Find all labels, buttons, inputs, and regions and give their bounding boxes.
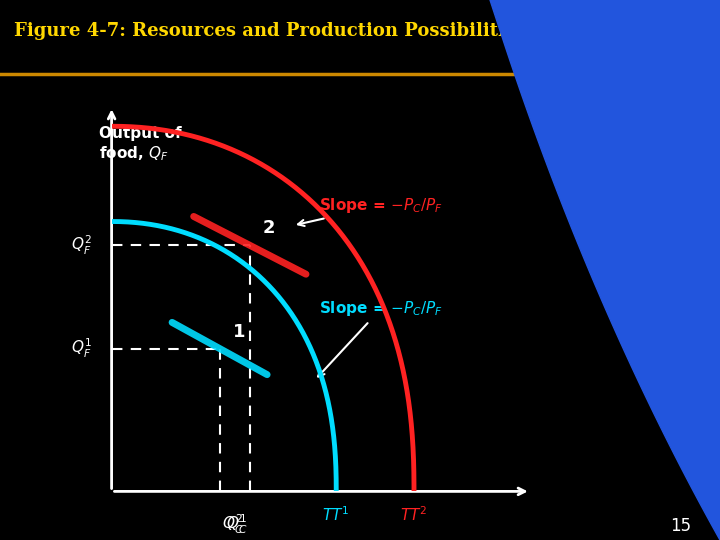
- Text: 2: 2: [263, 219, 275, 238]
- Circle shape: [609, 2, 720, 68]
- Text: $TT^2$: $TT^2$: [400, 505, 428, 524]
- Text: Slope = $-P_C/P_F$: Slope = $-P_C/P_F$: [298, 196, 443, 226]
- Text: $Q^2_C$: $Q^2_C$: [222, 513, 243, 536]
- Text: $Q^1_C$: $Q^1_C$: [226, 513, 248, 536]
- Polygon shape: [490, 0, 720, 540]
- Polygon shape: [648, 2, 720, 63]
- Text: Output of
food, $Q_F$: Output of food, $Q_F$: [99, 126, 181, 163]
- Circle shape: [609, 2, 720, 68]
- Text: $Q^2_F$: $Q^2_F$: [71, 234, 92, 257]
- Text: Slope = $-P_C/P_F$: Slope = $-P_C/P_F$: [318, 299, 443, 376]
- Text: $TT^1$: $TT^1$: [323, 505, 350, 524]
- Text: 1: 1: [233, 322, 245, 341]
- Text: Figure 4-7: Resources and Production Possibilities　（P75）: Figure 4-7: Resources and Production Pos…: [14, 22, 598, 40]
- Text: $Q^1_F$: $Q^1_F$: [71, 337, 92, 360]
- Text: 15: 15: [670, 517, 691, 535]
